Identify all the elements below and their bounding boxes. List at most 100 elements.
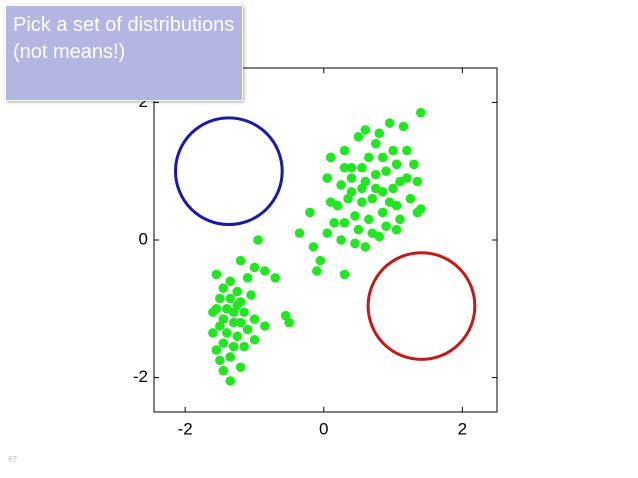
plot-frame [153,67,498,413]
y-tick-label: -2 [133,367,148,386]
point [377,152,388,163]
y-tick-label: 0 [139,229,148,248]
point [322,173,333,183]
point [398,121,409,132]
point [395,176,405,187]
point [384,118,395,128]
point [370,183,381,194]
point [232,300,242,311]
point [211,269,222,280]
point [208,328,218,338]
point [402,145,412,156]
distribution-circle [173,116,284,227]
point [360,125,371,135]
point [357,197,367,207]
point [374,128,385,139]
x-tick-label: 2 [458,419,467,438]
point [232,286,242,297]
point [218,365,229,376]
point [336,235,346,245]
point [377,207,388,218]
point [249,314,260,324]
point [242,273,253,283]
point [353,132,364,142]
x-tick-label: -2 [178,419,193,438]
point [384,197,395,207]
point [391,224,402,235]
point [260,266,270,276]
point [374,231,385,242]
point [339,162,350,173]
point [357,183,367,194]
point [322,228,333,238]
point [412,176,423,187]
point [218,283,229,293]
point [412,207,423,218]
point [239,307,249,318]
point [270,273,281,283]
point [225,276,236,287]
point [228,317,239,328]
point [284,317,294,328]
point [225,293,236,304]
point [350,238,360,249]
point [239,341,249,352]
point [350,211,360,221]
point [249,262,260,273]
point [232,331,242,342]
point [325,197,336,207]
point [260,321,270,331]
point [312,266,322,276]
point [391,159,402,170]
point [346,173,357,183]
point [308,242,319,252]
point [218,338,229,349]
point [357,162,367,173]
point [235,255,246,266]
point [329,218,339,228]
point [336,180,346,190]
point [388,145,398,156]
point [367,193,378,204]
point [381,166,391,176]
point [346,162,357,173]
point [364,152,374,163]
point [395,214,405,225]
point [249,334,260,345]
point [294,228,305,238]
point [208,307,218,318]
point [405,193,416,204]
point [360,242,371,252]
point [225,376,236,386]
point [215,321,225,331]
x-tick-label: 0 [319,419,328,438]
point [253,235,263,245]
point [381,221,391,232]
point [242,324,253,335]
point [228,341,239,352]
point [415,107,426,118]
point [353,224,364,235]
point [370,138,381,149]
callout: Pick a set of distributions (not means!) [5,5,243,101]
point [339,218,350,228]
point [215,293,225,304]
point [211,345,222,355]
point [370,169,381,180]
point [305,207,315,218]
point [235,317,246,328]
point [246,290,256,300]
point [364,214,374,225]
point [388,183,398,194]
point [225,352,236,362]
point [235,362,246,373]
point [325,152,336,163]
point [339,269,350,280]
point [346,187,357,197]
point [221,328,232,338]
point [315,255,326,266]
slide-number: 67 [8,455,17,464]
point [339,145,350,156]
